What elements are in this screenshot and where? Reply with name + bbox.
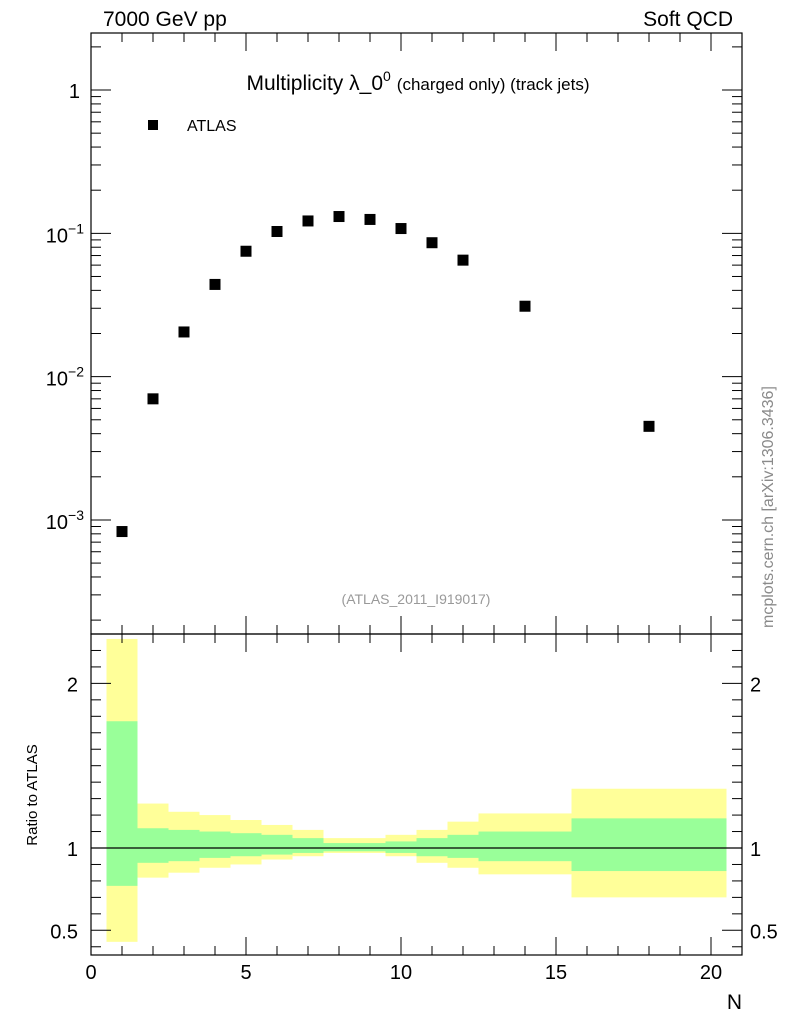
- data-point: [426, 237, 438, 249]
- data-point: [364, 213, 376, 225]
- x-tick-label: 5: [240, 962, 251, 984]
- data-point: [209, 278, 221, 290]
- ratio-y-tick-label-right: 1: [750, 839, 761, 861]
- x-tick-label: 20: [700, 962, 722, 984]
- ratio-y-tick-label-left: 2: [67, 674, 78, 696]
- inner-band-bin-3: [168, 829, 200, 862]
- ratio-y-tick-label-left: 1: [67, 839, 78, 861]
- x-axis-label: N: [727, 991, 742, 1014]
- inner-band-bin-4: [199, 831, 231, 858]
- inner-band-bin-7: [292, 838, 324, 853]
- data-point: [240, 245, 252, 257]
- inner-band-bin-11: [416, 838, 448, 857]
- main-y-tick-label: 10−1: [46, 220, 84, 247]
- inner-band-bin-9: [354, 843, 386, 852]
- ratio-y-tick-label-right: 0.5: [750, 921, 778, 943]
- energy-label: 7000 GeV pp: [103, 8, 227, 31]
- main-y-tick-label: 1: [69, 81, 80, 103]
- chart-title: Multiplicity λ_00 (charged only) (track j…: [246, 68, 589, 95]
- legend-marker-atlas: [148, 120, 158, 130]
- inner-band-bin-14: [571, 818, 727, 872]
- data-point: [116, 526, 128, 538]
- data-point: [457, 254, 469, 266]
- inner-band-bin-8: [323, 843, 355, 852]
- main-axis-ticks: 1 10−1 10−2 10−3: [46, 33, 743, 634]
- inner-band-bin-1: [106, 721, 138, 886]
- inner-band-bin-5: [230, 833, 262, 857]
- process-label: Soft QCD: [643, 8, 733, 31]
- data-point: [178, 326, 190, 338]
- data-point: [395, 223, 407, 235]
- legend-label-atlas: ATLAS: [187, 118, 237, 135]
- ratio-plot-frame: [90, 633, 743, 956]
- analysis-label: (ATLAS_2011_I919017): [342, 591, 491, 607]
- inner-band-bin-2: [137, 828, 169, 863]
- main-y-tick-label: 10−2: [46, 364, 84, 391]
- data-point: [271, 225, 283, 237]
- data-point: [519, 300, 531, 312]
- inner-band-bin-10: [385, 841, 417, 853]
- x-tick-label: 10: [390, 962, 412, 984]
- main-y-tick-label: 10−3: [46, 507, 84, 534]
- x-tick-label: 0: [85, 962, 96, 984]
- data-point: [643, 420, 655, 432]
- ratio-axis-ticks: 0.5 0.51 12 20 5 10 15 20: [50, 633, 778, 984]
- data-point: [302, 215, 314, 227]
- data-point: [333, 211, 345, 223]
- ratio-y-tick-label-right: 2: [750, 674, 761, 696]
- x-tick-label: 15: [545, 962, 567, 984]
- inner-band-bin-12: [447, 834, 479, 858]
- data-point: [147, 393, 159, 405]
- inner-band-bin-6: [261, 834, 293, 855]
- inner-band-bin-13: [478, 831, 572, 862]
- ratio-y-axis-label: Ratio to ATLAS: [24, 744, 41, 845]
- ratio-y-tick-label-left: 0.5: [50, 921, 78, 943]
- ratio-bands: [106, 638, 727, 942]
- data-points: [116, 211, 655, 538]
